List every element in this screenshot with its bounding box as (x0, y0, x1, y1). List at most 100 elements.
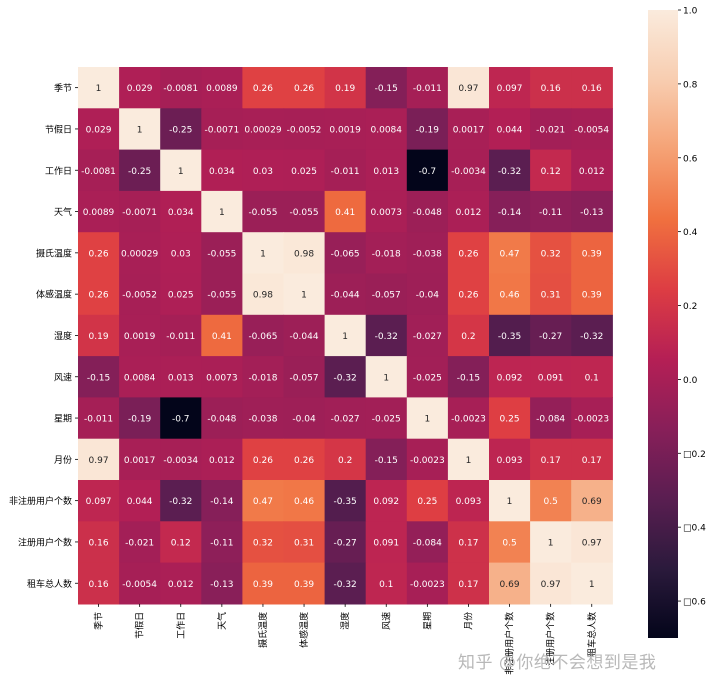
cell-value-label: 1 (507, 497, 513, 507)
heatmap-cell (160, 314, 202, 357)
cell-value-label: 0.093 (497, 456, 523, 466)
heatmap-cell (283, 108, 326, 151)
cell-value-label: -0.011 (413, 84, 442, 94)
heatmap-cell (406, 397, 449, 440)
cell-value-label: -0.25 (169, 125, 192, 135)
cell-value-label: -0.15 (457, 373, 480, 383)
cell-value-label: -0.04 (416, 291, 440, 301)
cell-value-label: 0.32 (253, 538, 273, 548)
cell-value-label: 0.19 (89, 332, 109, 342)
heatmap-cell (324, 521, 367, 564)
cell-value-label: -0.32 (375, 332, 398, 342)
heatmap-cell (283, 521, 326, 564)
cell-value-label: -0.065 (331, 249, 360, 259)
heatmap-cell (365, 521, 408, 564)
cell-value-label: -0.055 (207, 291, 236, 301)
heatmap-cell (201, 397, 243, 440)
heatmap-cell (78, 149, 120, 192)
heatmap-cell (406, 273, 449, 316)
heatmap-cell (365, 232, 408, 275)
cell-value-label: 0.98 (294, 249, 314, 259)
heatmap-cell (530, 273, 572, 316)
heatmap-cell (447, 480, 490, 522)
heatmap-cell (365, 67, 408, 109)
cell-value-label: 1 (301, 291, 307, 301)
heatmap-cell (242, 438, 285, 481)
heatmap-cell (119, 562, 161, 605)
heatmap-cell (283, 480, 326, 522)
heatmap-cell (242, 314, 285, 357)
cell-value-label: 0.47 (253, 497, 273, 507)
cell-value-label: -0.14 (498, 208, 522, 218)
cell-value-label: 0.029 (127, 84, 153, 94)
heatmap-cell (489, 232, 531, 275)
cell-value-label: -0.32 (334, 373, 357, 383)
cell-value-label: 0.26 (294, 456, 314, 466)
cell-value-label: 0.26 (253, 456, 273, 466)
heatmap-cell (119, 67, 161, 109)
cell-value-label: -0.055 (248, 208, 277, 218)
heatmap-cell (160, 562, 202, 605)
cell-value-label: 0.012 (209, 456, 235, 466)
colorbar-tick-label: 1.0 (683, 7, 698, 17)
heatmap-cell (530, 232, 572, 275)
cell-value-label: 0.19 (335, 84, 355, 94)
colorbar-tick-label: □0.2 (683, 450, 706, 460)
heatmap-cell (530, 190, 572, 233)
cell-value-label: -0.011 (166, 332, 195, 342)
cell-value-label: 0.26 (89, 291, 109, 301)
heatmap-cell (571, 314, 613, 357)
heatmap-cell (78, 397, 120, 440)
heatmap-cell (365, 397, 408, 440)
heatmap-cell (489, 562, 531, 605)
cell-value-label: 0.0019 (124, 332, 156, 342)
heatmap-cell (160, 67, 202, 109)
heatmap-cell (160, 149, 202, 192)
cell-value-label: -0.027 (331, 415, 360, 425)
heatmap-cell (489, 273, 531, 316)
cell-value-label: 1 (383, 373, 389, 383)
heatmap-cell (324, 356, 367, 398)
y-tick-label: 月份 (54, 454, 72, 466)
heatmap-cell (530, 397, 572, 440)
heatmap-cell (201, 314, 243, 357)
cell-value-label: -0.27 (334, 538, 357, 548)
heatmap-cell (201, 108, 243, 151)
heatmap-cell (242, 67, 285, 109)
cell-value-label: 0.97 (541, 580, 561, 590)
heatmap-cell (489, 190, 531, 233)
heatmap-cell (78, 314, 120, 357)
cell-value-label: 0.0084 (124, 373, 156, 383)
x-tick-label: 非注册用户个数 (504, 612, 516, 675)
cell-value-label: -0.0071 (122, 208, 157, 218)
heatmap-cell (406, 149, 449, 192)
cell-value-label: -0.057 (372, 291, 401, 301)
heatmap-cell (406, 562, 449, 605)
cell-value-label: -0.055 (207, 249, 236, 259)
x-tick-label: 注册用户个数 (545, 612, 557, 666)
cell-value-label: 0.03 (171, 249, 191, 259)
heatmap-cell (160, 232, 202, 275)
heatmap-cell (365, 273, 408, 316)
heatmap-cell (406, 314, 449, 357)
cell-value-label: 0.092 (373, 497, 399, 507)
colorbar: 1.0 0.8 0.6 0.4 0.2 0.0 □0.2 □0.4 □0.6 (648, 7, 706, 638)
heatmap-cell (447, 67, 490, 109)
heatmap-cell (324, 397, 367, 440)
cell-value-label: -0.084 (536, 415, 565, 425)
cell-value-label: -0.021 (125, 538, 154, 548)
cell-value-label: 0.029 (86, 125, 112, 135)
heatmap-cell (242, 232, 285, 275)
cell-value-label: 0.0084 (371, 125, 403, 135)
heatmap-cell (119, 149, 161, 192)
heatmap-cell (201, 438, 243, 481)
heatmap-cell (489, 480, 531, 522)
heatmap-cell (119, 232, 161, 275)
heatmap-cell (160, 273, 202, 316)
heatmap-cell (489, 356, 531, 398)
cell-value-label: -0.13 (580, 208, 603, 218)
cell-value-label: 0.17 (582, 456, 602, 466)
cell-value-label: 0.092 (497, 373, 523, 383)
cell-value-label: 0.25 (417, 497, 437, 507)
cell-value-label: 0.17 (458, 538, 478, 548)
